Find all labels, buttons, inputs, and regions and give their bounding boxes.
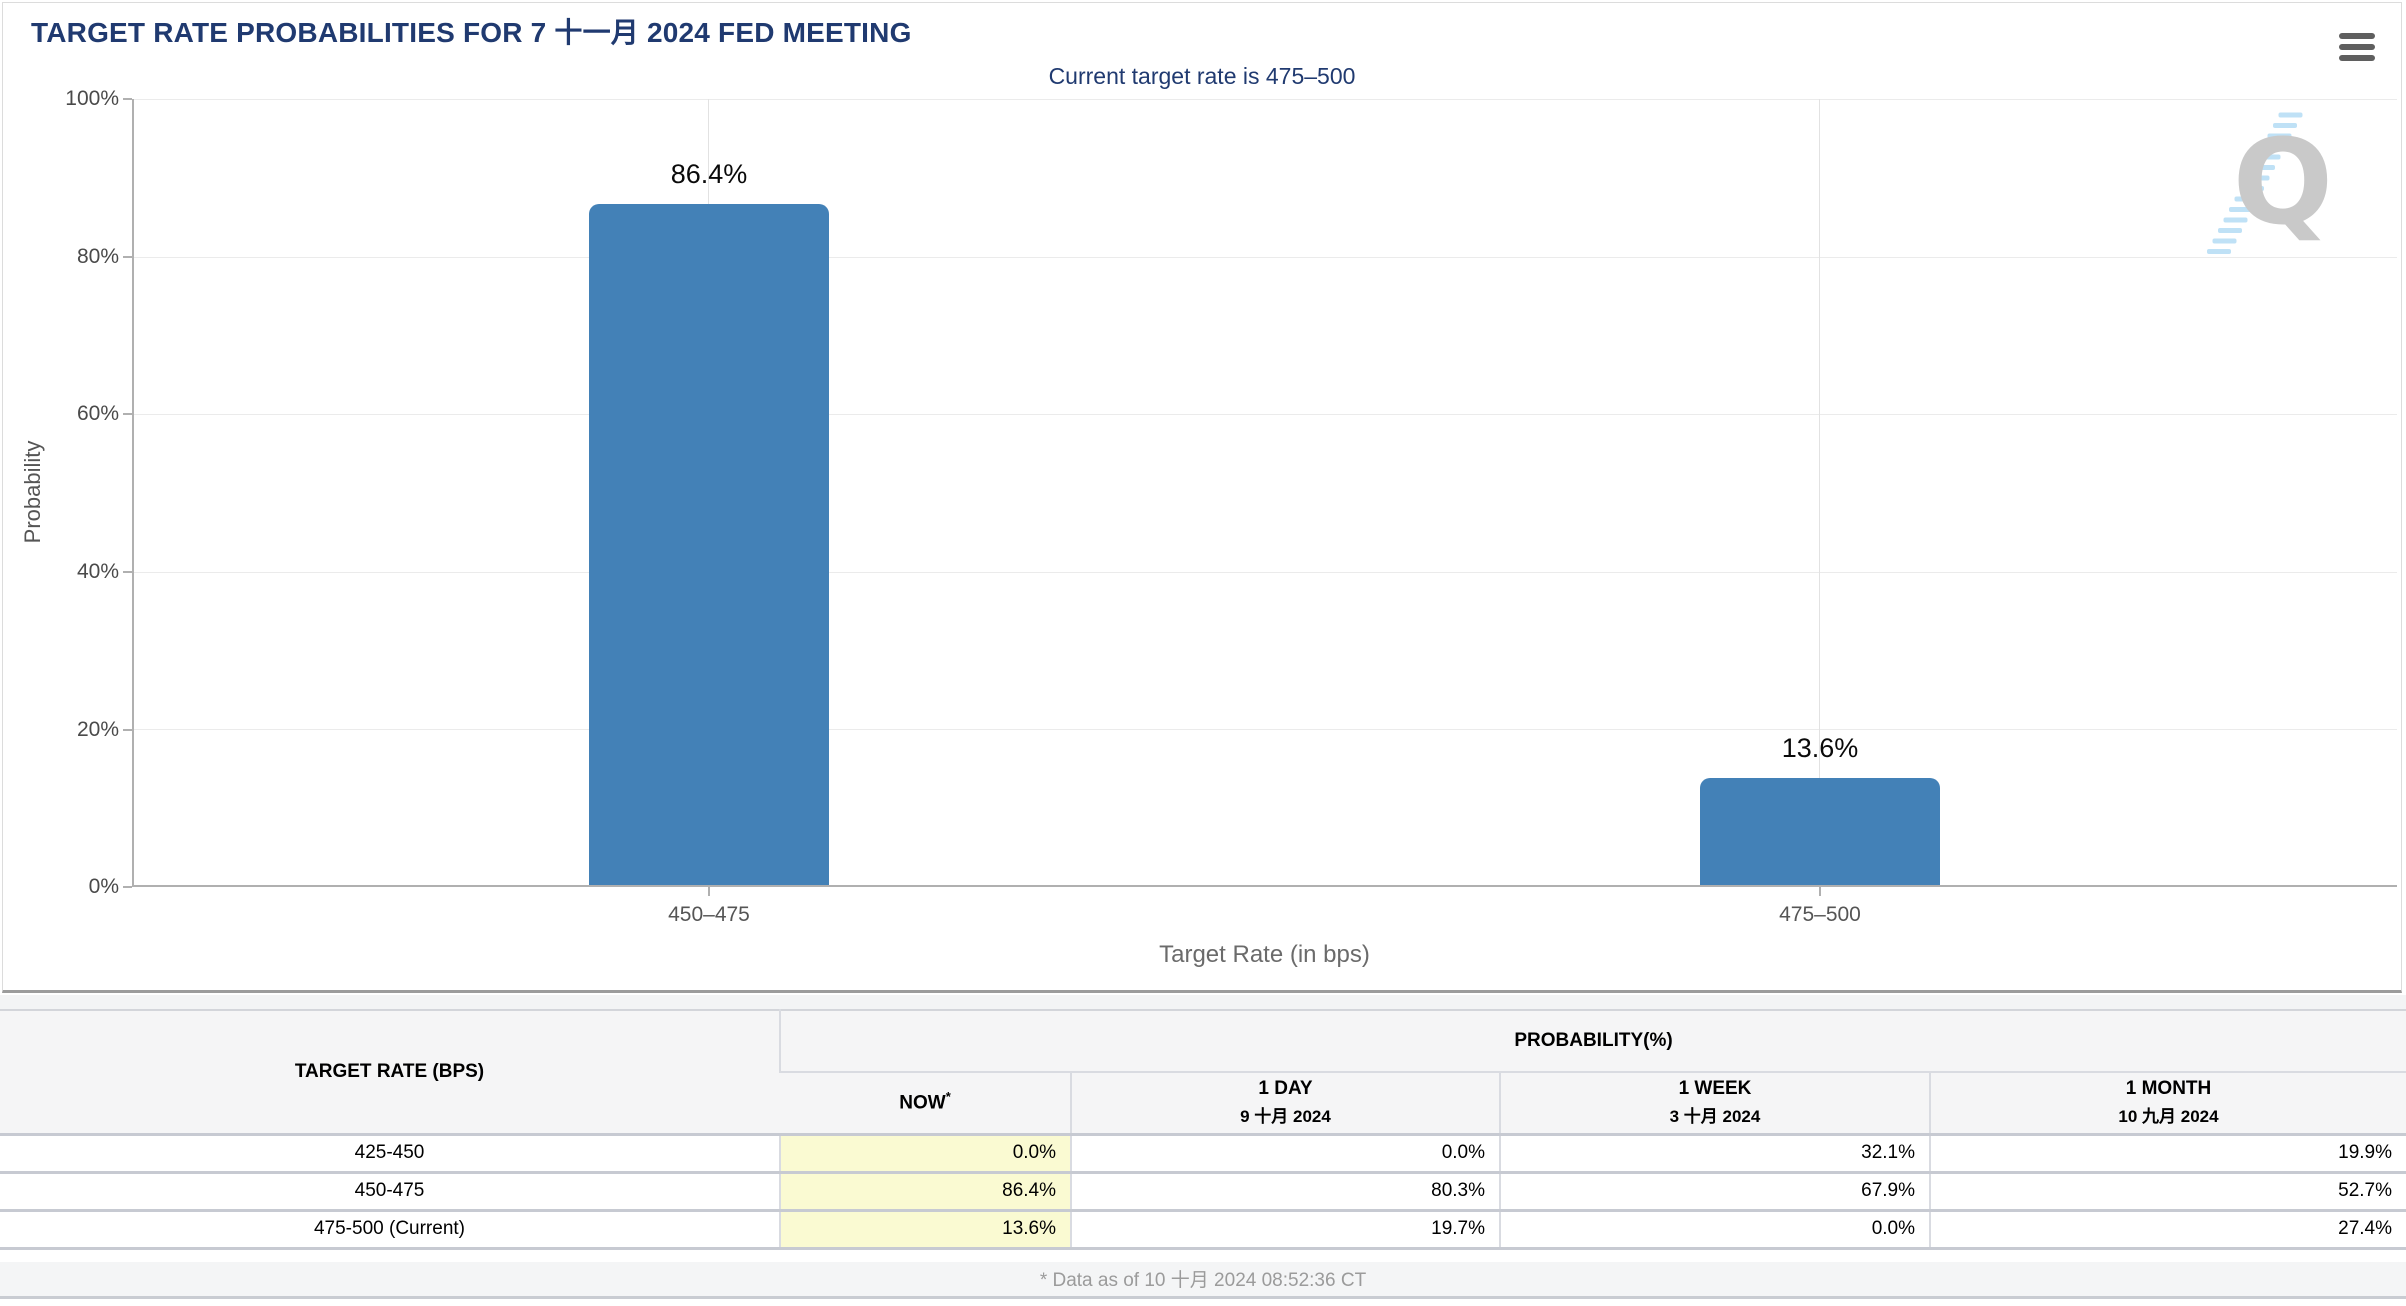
now-label: NOW xyxy=(899,1092,946,1114)
probability-bar-450-475[interactable] xyxy=(589,204,829,885)
gridline xyxy=(134,99,2397,100)
cell-now: 86.4% xyxy=(779,1170,1071,1210)
y-tick-label: 20% xyxy=(76,718,119,741)
cell-1-day: 19.7% xyxy=(1070,1208,1500,1248)
y-tick-label: 100% xyxy=(65,87,119,110)
bar-value-label: 13.6% xyxy=(1781,732,1859,763)
bar-value-label: 86.4% xyxy=(670,159,748,190)
table-row: 475-500 (Current) 13.6% 19.7% 0.0% 27.4% xyxy=(0,1208,2406,1248)
x-category-label: 450–475 xyxy=(668,903,750,926)
column-header-1-day: 1 DAY 9 十月 2024 xyxy=(1070,1071,1500,1134)
y-tick-mark xyxy=(123,729,132,731)
chart-subtitle: Current target rate is 475–500 xyxy=(1048,63,1356,89)
y-tick-label: 60% xyxy=(76,402,119,425)
y-tick-mark xyxy=(123,886,132,888)
x-category-label: 475–500 xyxy=(1779,903,1861,926)
y-tick-label: 40% xyxy=(76,560,119,583)
y-tick-mark xyxy=(123,256,132,258)
column-header-now: NOW* xyxy=(780,1071,1071,1134)
cell-1-week: 32.1% xyxy=(1499,1132,1930,1172)
column-header-target-rate: TARGET RATE (BPS) xyxy=(0,1010,780,1134)
gridline xyxy=(134,572,2397,573)
panel-divider xyxy=(0,995,2406,1009)
cell-1-week: 67.9% xyxy=(1499,1170,1930,1210)
page-title: TARGET RATE PROBABILITIES FOR 7 十一月 2024… xyxy=(31,17,912,48)
column-header-1-week: 1 WEEK 3 十月 2024 xyxy=(1499,1071,1930,1134)
y-tick-mark xyxy=(123,413,132,415)
period-label: 1 DAY xyxy=(1258,1078,1313,1100)
y-tick-mark xyxy=(123,571,132,573)
asterisk: * xyxy=(945,1089,951,1105)
cell-1-day: 0.0% xyxy=(1070,1132,1500,1172)
gridline xyxy=(134,729,2397,730)
cell-rate: 450-475 xyxy=(0,1170,780,1210)
x-tick-mark xyxy=(708,885,710,896)
menu-bar xyxy=(2339,33,2375,39)
period-label: 1 MONTH xyxy=(2125,1078,2212,1100)
y-tick-label: 80% xyxy=(76,245,119,268)
column-group-header-probability: PROBABILITY(%) xyxy=(778,1010,2406,1072)
cell-rate: 425-450 xyxy=(0,1132,780,1172)
cell-1-day: 80.3% xyxy=(1070,1170,1500,1210)
probability-table: TARGET RATE (BPS) PROBABILITY(%) NOW* 1 … xyxy=(0,1009,2406,1250)
menu-bar xyxy=(2339,55,2375,61)
gridline xyxy=(134,414,2397,415)
gridline xyxy=(1819,99,1820,885)
period-date: 9 十月 2024 xyxy=(1240,1106,1331,1126)
y-tick-label: 0% xyxy=(88,875,119,898)
menu-bar xyxy=(2339,44,2375,50)
column-header-1-month: 1 MONTH 10 九月 2024 xyxy=(1928,1071,2406,1134)
cell-now: 0.0% xyxy=(779,1132,1071,1172)
chart-panel: TARGET RATE PROBABILITIES FOR 7 十一月 2024… xyxy=(2,2,2402,993)
cell-rate: 475-500 (Current) xyxy=(0,1208,780,1248)
gridline xyxy=(134,257,2397,258)
x-tick-mark xyxy=(1819,885,1821,896)
period-date: 10 九月 2024 xyxy=(2118,1106,2219,1126)
x-axis-title: Target Rate (in bps) xyxy=(1159,941,1370,968)
data-footnote-bar: * Data as of 10 十月 2024 08:52:36 CT xyxy=(0,1262,2406,1299)
y-axis-title: Probability xyxy=(20,440,45,544)
table-row: 425-450 0.0% 0.0% 32.1% 19.9% xyxy=(0,1132,2406,1172)
data-as-of-note: * Data as of 10 十月 2024 08:52:36 CT xyxy=(1039,1270,1367,1291)
period-label: 1 WEEK xyxy=(1678,1078,1752,1100)
y-tick-mark xyxy=(123,98,132,100)
cell-now: 13.6% xyxy=(779,1208,1071,1248)
cell-1-week: 0.0% xyxy=(1499,1208,1930,1248)
plot-area: 86.4% 13.6% 450–475 475–500 xyxy=(132,99,2397,926)
period-date: 3 十月 2024 xyxy=(1669,1106,1761,1126)
table-row: 450-475 86.4% 80.3% 67.9% 52.7% xyxy=(0,1170,2406,1210)
cell-1-month: 19.9% xyxy=(1928,1132,2406,1172)
cell-1-month: 27.4% xyxy=(1928,1208,2406,1248)
hamburger-menu-icon[interactable] xyxy=(2339,33,2375,63)
probability-bar-475-500[interactable] xyxy=(1700,777,1940,885)
cell-1-month: 52.7% xyxy=(1928,1170,2406,1210)
